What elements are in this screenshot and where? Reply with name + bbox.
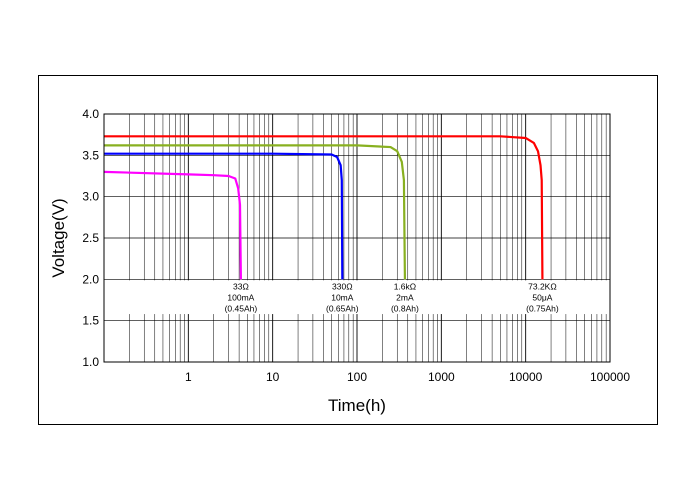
series-line-2	[104, 152, 344, 280]
series-annotation-1: 33Ω	[233, 281, 249, 291]
series-annotation-3: 1.6kΩ	[394, 281, 416, 291]
grid	[104, 113, 610, 363]
series-annotation-3: 2mA	[396, 292, 414, 302]
y-axis-title: Voltage(V)	[49, 198, 68, 277]
series-annotation-2: (0.65Ah)	[326, 303, 359, 313]
y-tick-label: 3.5	[82, 148, 99, 162]
y-tick-label: 4.0	[82, 107, 99, 121]
tick-labels: 1.0 1.5 2.0 2.5 3.0 3.5 4.0 1 10 100 1000 10000 1000…	[82, 107, 630, 384]
x-tick-label: 1000	[428, 370, 455, 384]
series-annotation-4: (0.75Ah)	[526, 303, 559, 313]
series-annotation-2: 330Ω	[332, 281, 353, 291]
series-lines	[103, 135, 544, 280]
x-tick-label: 10000	[509, 370, 543, 384]
chart-frame	[38, 75, 658, 425]
y-tick-label: 2.0	[82, 272, 99, 286]
annotation-band-bg	[105, 280, 609, 315]
series-annotation-1: 100mA	[227, 292, 254, 302]
y-tick-label: 2.5	[82, 231, 99, 245]
x-axis-title: Time(h)	[328, 396, 386, 415]
series-annotation-4: 73.2KΩ	[528, 281, 557, 291]
series-line-4	[104, 135, 544, 280]
x-tick-label: 100000	[590, 370, 630, 384]
annotation-band	[105, 280, 609, 315]
plot-border	[103, 113, 611, 363]
series-line-3	[104, 144, 407, 280]
series-annotation-3: (0.8Ah)	[391, 303, 419, 313]
series-annotation-1: (0.45Ah)	[225, 303, 258, 313]
y-tick-label: 3.0	[82, 190, 99, 204]
series-annotation-2: 10mA	[331, 292, 354, 302]
series-annotation-4: 50μA	[532, 292, 552, 302]
y-tick-label: 1.5	[82, 314, 99, 328]
x-tick-label: 10	[266, 370, 280, 384]
x-tick-label: 1	[185, 370, 192, 384]
y-tick-label: 1.0	[82, 355, 99, 369]
x-tick-label: 100	[347, 370, 367, 384]
series-line-1	[103, 170, 242, 280]
